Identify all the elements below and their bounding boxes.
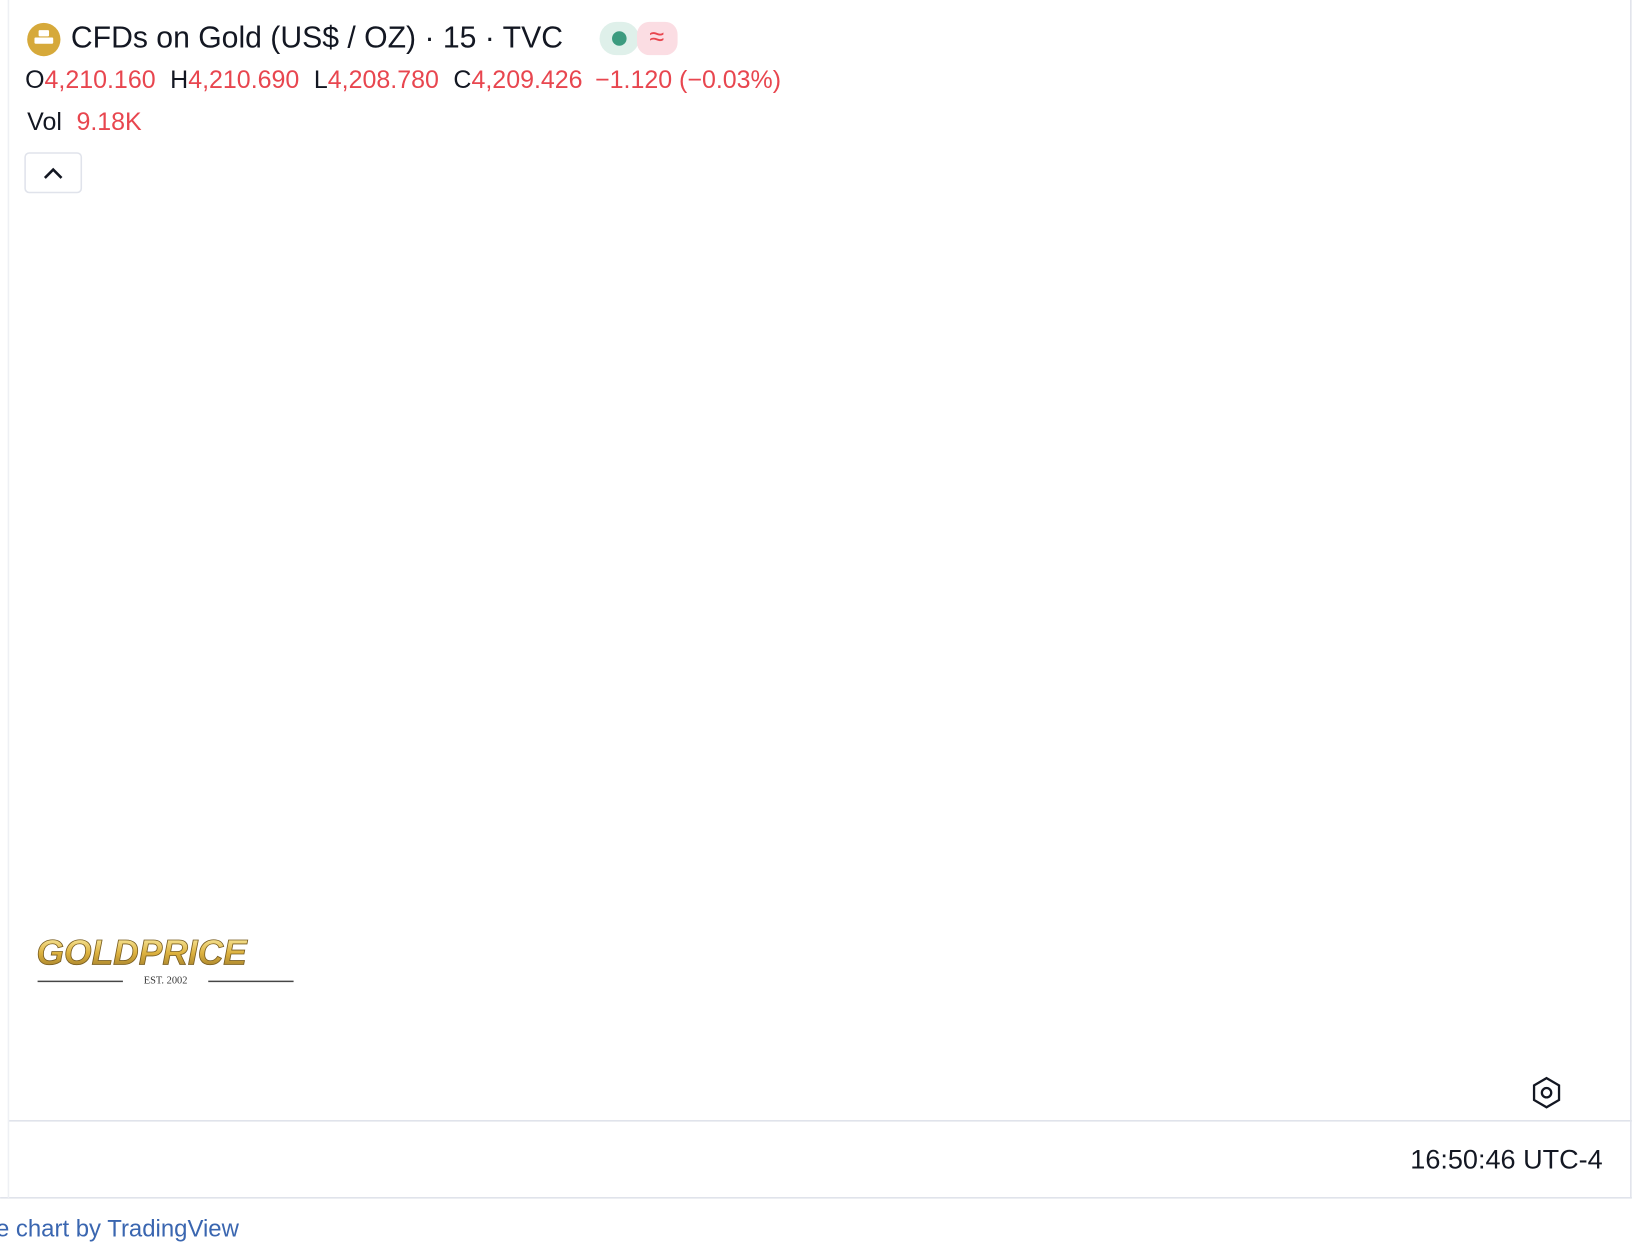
legend-label: C bbox=[453, 66, 471, 94]
legend-label: H bbox=[170, 66, 188, 94]
volume-legend: Vol 9.18K bbox=[27, 107, 142, 135]
legend-label: Vol bbox=[27, 107, 62, 135]
market-status-dot bbox=[612, 31, 627, 46]
legend-label: O bbox=[25, 66, 44, 94]
symbol-icon-bar bbox=[34, 37, 54, 44]
symbol-title: CFDs on Gold (US$ / OZ) · 15 · TVC bbox=[71, 22, 563, 55]
legend-change: −1.120 (−0.03%) bbox=[595, 66, 781, 94]
watermark-est: EST. 2002 bbox=[144, 976, 188, 987]
collapse-icon bbox=[43, 167, 63, 179]
settings-icon bbox=[1540, 1086, 1553, 1099]
legend-value: 4,210.160 bbox=[45, 66, 156, 94]
legend-value: 4,208.780 bbox=[328, 66, 439, 94]
ohlc-legend: O4,210.160 H4,210.690 L4,208.780 C4,209.426… bbox=[25, 66, 781, 94]
header: CFDs on Gold (US$ / OZ) · 15 · TVC ≈ O4,… bbox=[24, 21, 781, 194]
settings-button[interactable] bbox=[1532, 1076, 1561, 1109]
legend-value: 4,210.690 bbox=[188, 66, 299, 94]
delay-badge-text: ≈ bbox=[649, 22, 664, 52]
settings-icon bbox=[1532, 1076, 1561, 1109]
delay-badge[interactable] bbox=[637, 21, 678, 56]
legend-value: 9.18K bbox=[76, 107, 142, 135]
clock: 16:50:46 UTC-4 bbox=[1410, 1145, 1602, 1175]
symbol-icon-bar bbox=[38, 30, 50, 37]
watermark-text: GOLDPRICE bbox=[37, 934, 249, 973]
legend-label: L bbox=[314, 66, 328, 94]
legend-value: 4,209.426 bbox=[471, 66, 582, 94]
watermark: GOLDPRICE EST. 2002 bbox=[36, 933, 294, 987]
collapse-button[interactable] bbox=[24, 152, 83, 194]
credit-link[interactable]: e chart by TradingView bbox=[0, 1215, 240, 1242]
